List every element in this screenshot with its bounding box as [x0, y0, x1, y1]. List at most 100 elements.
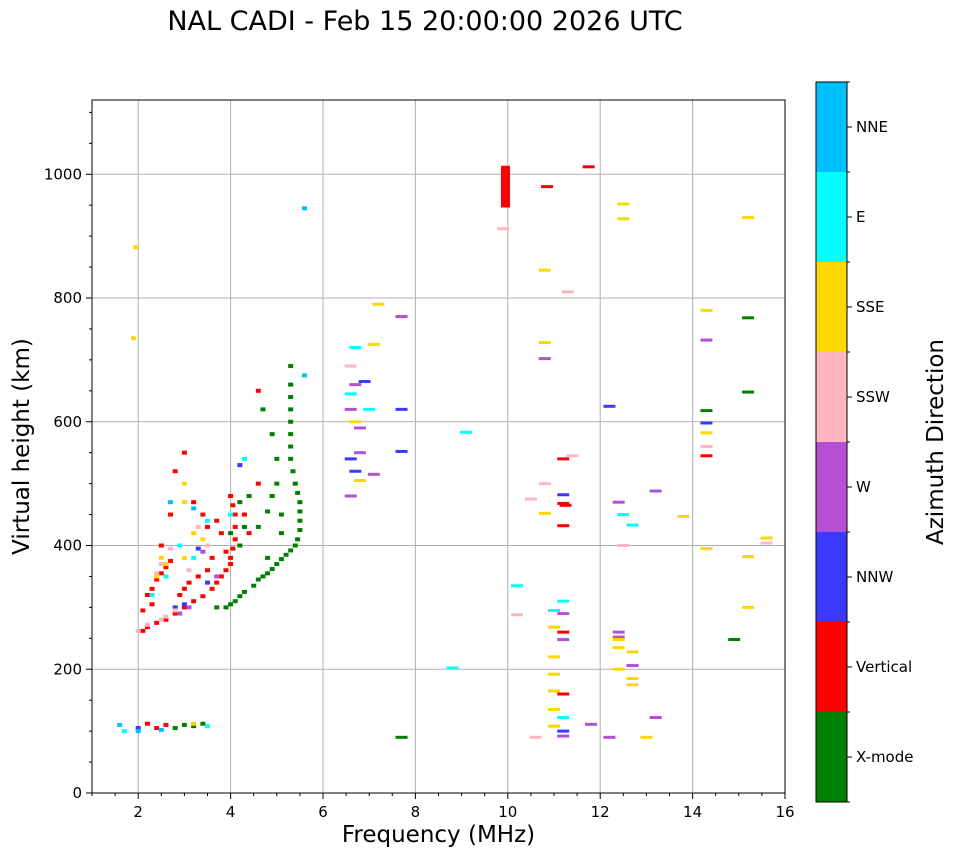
echo-point — [182, 723, 187, 727]
echo-point — [168, 547, 173, 551]
echo-point — [349, 420, 361, 423]
echo-point — [219, 531, 224, 535]
echo-point — [205, 544, 210, 548]
echo-point — [349, 383, 361, 386]
echo-point — [191, 500, 196, 504]
echo-point — [159, 556, 164, 560]
echo-point — [295, 537, 300, 541]
echo-point — [247, 494, 252, 498]
echo-point — [742, 391, 754, 394]
colorbar-segment — [816, 262, 847, 352]
echo-point — [182, 556, 187, 560]
echo-point — [228, 494, 233, 498]
echo-point — [627, 650, 639, 653]
echo-point — [117, 723, 122, 727]
echo-point — [200, 594, 205, 598]
echo-point — [650, 490, 662, 493]
echo-point — [290, 469, 295, 473]
echo-point — [233, 513, 238, 517]
echo-point — [260, 407, 265, 411]
echo-point — [560, 504, 572, 507]
echo-point — [228, 562, 233, 566]
colorbar-segment — [816, 172, 847, 262]
echo-point — [159, 728, 164, 732]
echo-point — [256, 482, 261, 486]
echo-point — [761, 537, 773, 540]
echo-point — [182, 482, 187, 486]
x-axis-label: Frequency (MHz) — [342, 822, 535, 848]
echo-point — [548, 689, 560, 692]
echo-point — [700, 339, 712, 342]
echo-point — [210, 587, 215, 591]
echo-point — [345, 408, 357, 411]
echo-point — [270, 432, 275, 436]
echo-point — [230, 547, 235, 551]
y-tick-label: 800 — [53, 289, 82, 307]
echo-point — [200, 550, 205, 554]
echo-point — [122, 729, 127, 733]
echo-point — [230, 503, 235, 507]
echo-point — [297, 509, 302, 513]
echo-point — [583, 165, 595, 168]
echo-point — [293, 482, 298, 486]
grid-lines — [92, 100, 785, 793]
echo-point — [627, 524, 639, 527]
echo-point — [219, 574, 224, 578]
echo-point — [228, 556, 233, 560]
x-tick-label: 14 — [683, 803, 702, 821]
echo-point — [557, 716, 569, 719]
echo-point — [205, 724, 210, 728]
echo-point — [177, 593, 182, 597]
echo-point — [295, 491, 300, 495]
echo-point — [613, 668, 625, 671]
echo-point — [187, 581, 192, 585]
y-tick-label: 0 — [72, 784, 82, 802]
echo-point — [613, 631, 625, 634]
echo-point — [368, 473, 380, 476]
echo-point — [270, 567, 275, 571]
echo-point — [354, 426, 366, 429]
echo-point — [541, 185, 553, 188]
echo-point — [557, 457, 569, 460]
echo-point — [302, 206, 307, 210]
echo-point — [145, 623, 150, 627]
echo-point — [196, 547, 201, 551]
echo-point — [548, 655, 560, 658]
echo-point — [557, 730, 569, 733]
echo-point — [302, 373, 307, 377]
echo-point — [530, 736, 542, 739]
echo-point — [617, 217, 629, 220]
echo-point — [133, 245, 138, 249]
x-tick-label: 12 — [591, 803, 610, 821]
echo-point — [627, 683, 639, 686]
echo-point — [539, 269, 551, 272]
echo-point — [237, 544, 242, 548]
echo-point — [131, 336, 136, 340]
echo-point — [200, 513, 205, 517]
colorbar-tick-label: E — [856, 208, 865, 226]
y-tick-label: 1000 — [44, 165, 82, 183]
echo-point — [265, 571, 270, 575]
echo-point — [256, 578, 261, 582]
colorbar-tick-label: Vertical — [856, 658, 912, 676]
echo-point — [557, 693, 569, 696]
echo-point — [159, 544, 164, 548]
echo-point — [284, 553, 289, 557]
echo-point — [345, 365, 357, 368]
echo-point — [728, 638, 740, 641]
echo-point — [154, 621, 159, 625]
colorbar-tick-label: NNE — [856, 118, 888, 136]
echo-point — [177, 544, 182, 548]
echo-point — [548, 626, 560, 629]
echo-point — [354, 451, 366, 454]
echo-point — [539, 512, 551, 515]
ionogram-chart: 2 4 6 8 10 12 14 1602004006008001000 Frequency … — [0, 0, 958, 857]
echo-point — [242, 525, 247, 529]
echo-point — [396, 408, 408, 411]
echo-point — [191, 506, 196, 510]
echo-point — [617, 544, 629, 547]
echo-point — [205, 525, 210, 529]
echo-point — [345, 392, 357, 395]
echo-point — [557, 600, 569, 603]
echo-point — [265, 556, 270, 560]
